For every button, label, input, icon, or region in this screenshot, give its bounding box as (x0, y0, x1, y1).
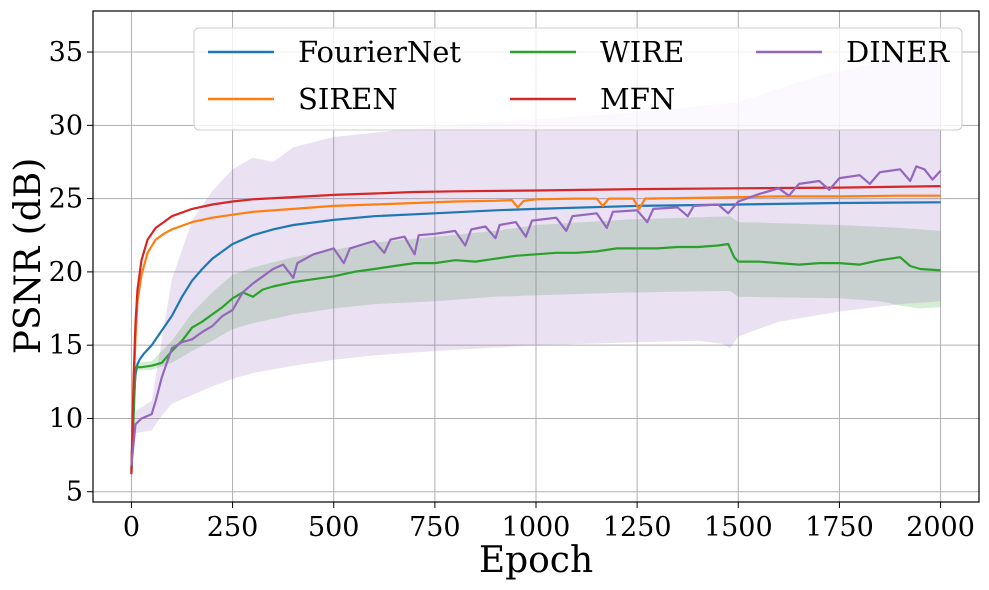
x-tick-label: 250 (207, 512, 259, 543)
y-tick-label: 30 (49, 110, 83, 141)
diner-legend-label: DINER (846, 35, 950, 69)
diner-line (130, 165, 942, 466)
x-tick-label: 1750 (805, 512, 874, 543)
mfn-line (130, 185, 941, 475)
mfn-legend-label: MFN (600, 82, 675, 116)
wire-band (131, 216, 941, 475)
confidence-bands (131, 49, 941, 475)
x-tick-label: 1250 (603, 512, 672, 543)
wire-legend-label: WIRE (600, 35, 684, 69)
siren-line (130, 194, 941, 473)
x-axis-title: Epoch (479, 540, 593, 581)
y-tick-label: 10 (49, 403, 83, 434)
diner-band (131, 49, 941, 466)
x-tick-label: 0 (123, 512, 140, 543)
x-tick-label: 1000 (502, 512, 571, 543)
legend: FourierNet SIREN WIRE MFN DINER (193, 27, 963, 131)
x-tick-label: 500 (308, 512, 360, 543)
y-tick-label: 20 (49, 257, 83, 288)
fouriernet-legend-label: FourierNet (298, 35, 461, 69)
y-tick-label: 25 (49, 184, 83, 215)
axis-ticks: 0 250 500 750 1000 1250 1500 1750 2000 5 10 15 20 25 3… (49, 37, 975, 543)
x-tick-label: 750 (409, 512, 461, 543)
fouriernet-line (130, 201, 941, 470)
series-lines (130, 165, 942, 475)
legend-box (193, 27, 963, 131)
wire-line (130, 242, 941, 475)
siren-legend-label: SIREN (298, 82, 398, 116)
y-tick-label: 35 (49, 37, 83, 68)
x-tick-label: 1500 (704, 512, 773, 543)
y-axis-title: PSNR (dB) (8, 158, 49, 355)
x-tick-label: 2000 (906, 512, 975, 543)
y-tick-label: 15 (49, 330, 83, 361)
y-tick-label: 5 (66, 477, 83, 508)
